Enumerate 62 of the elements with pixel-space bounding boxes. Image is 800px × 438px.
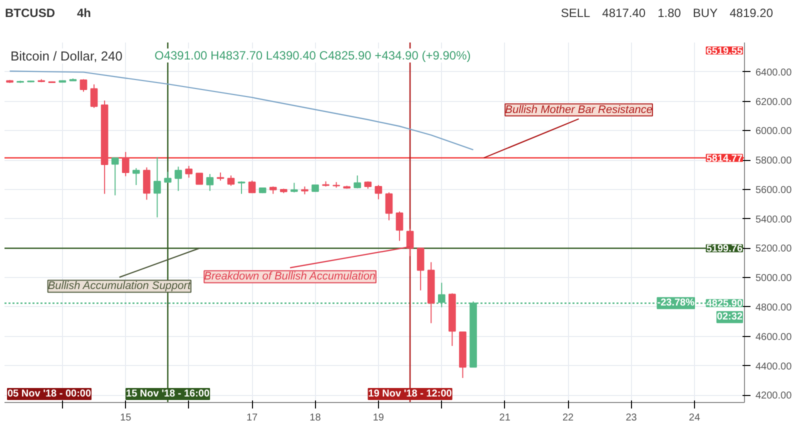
x-tick-label: 23 — [626, 412, 638, 424]
annotation: 05 Nov '18 - 00:00 — [8, 388, 92, 400]
ref-line-label: 15 Nov '18 - 16:00 — [126, 388, 210, 400]
ref-line-label: 19 Nov '18 - 12:00 — [368, 388, 452, 400]
y-tick-label: 4200.00 — [756, 390, 792, 402]
text: 4h — [77, 5, 92, 22]
candlestick — [238, 180, 246, 194]
text: 1.80 — [658, 5, 681, 22]
y-tick-label: 6200.00 — [756, 96, 792, 108]
annotation: -23.78% — [657, 298, 695, 309]
ref-line-label: 5199.76 — [706, 244, 743, 255]
candlestick — [248, 180, 256, 194]
candlestick — [290, 182, 298, 193]
x-tick-label: 17 — [246, 412, 258, 424]
candlestick — [416, 246, 424, 291]
text: BUY — [692, 5, 718, 22]
x-tick-label: 21 — [499, 412, 511, 424]
y-tick-label: 6000.00 — [756, 126, 792, 138]
annotation: Bullish Mother Bar Resistance — [505, 104, 652, 116]
candlestick — [374, 184, 382, 200]
x-tick-label: 15 — [120, 412, 132, 424]
y-tick-label: 5000.00 — [756, 273, 792, 284]
candlestick — [354, 174, 362, 189]
text: 4819.20 — [730, 5, 773, 22]
x-tick-label: 18 — [310, 412, 322, 424]
text: SELL — [560, 5, 590, 22]
y-tick-label: 5400.00 — [756, 214, 792, 226]
ref-line-label: 5814.77 — [706, 153, 743, 164]
y-tick-label: 5800.00 — [756, 156, 792, 167]
candlestick — [164, 171, 172, 184]
x-tick-label: 24 — [688, 412, 700, 424]
candlestick — [154, 156, 161, 218]
annotation: 6519.55 — [706, 46, 743, 57]
candlestick — [385, 192, 393, 221]
ref-line-label: 4825.90 — [706, 298, 743, 310]
y-tick-label: 6400.00 — [756, 67, 792, 78]
candlestick — [143, 166, 150, 200]
text: 4817.40 — [602, 5, 646, 22]
y-tick-label: 4800.00 — [756, 302, 792, 314]
candlestick — [122, 151, 130, 177]
x-tick-label: 19 — [372, 412, 384, 424]
y-tick-label: 5600.00 — [756, 184, 792, 196]
y-tick-label: 5200.00 — [756, 244, 792, 255]
text: O4391.00 H4837.70 L4390.40 C4825.90 +434.90 (+9.90%) — [154, 48, 471, 62]
annotation: 02:32 — [716, 312, 743, 323]
candlestick — [206, 174, 214, 192]
candlestick — [111, 157, 119, 196]
y-tick-label: 4400.00 — [756, 361, 792, 372]
line-series — [9, 70, 474, 150]
y-tick-label: 4600.00 — [756, 332, 792, 343]
candlestick — [406, 228, 414, 257]
candlestick — [90, 84, 98, 108]
candlestick — [80, 78, 88, 92]
text: BTCUSD — [5, 5, 55, 22]
x-tick-label: 22 — [562, 412, 574, 424]
candlestick — [396, 210, 404, 242]
text: Bitcoin / Dollar, 240 — [10, 48, 123, 64]
candlestick — [174, 166, 182, 192]
annotation: Breakdown of Bullish Accumulation — [204, 270, 376, 283]
candlestick — [132, 168, 140, 186]
candlestick — [185, 165, 192, 178]
candlestick — [227, 174, 235, 186]
